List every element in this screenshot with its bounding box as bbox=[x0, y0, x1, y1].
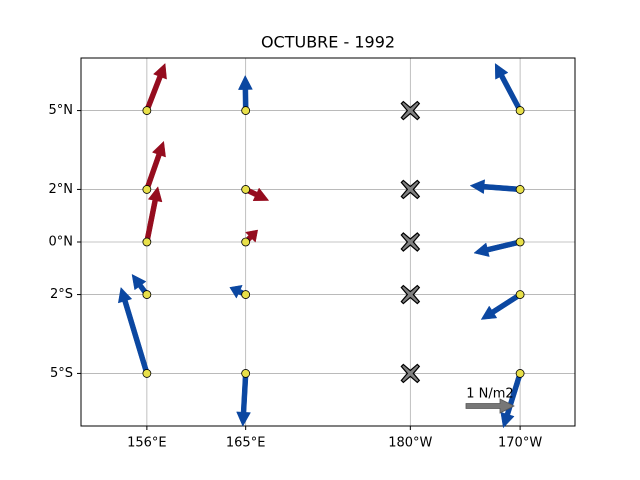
missing-marker bbox=[400, 363, 421, 384]
point-marker bbox=[241, 106, 251, 115]
y-tick-label: 0°N bbox=[49, 235, 74, 250]
missing-marker bbox=[400, 284, 421, 305]
wind-arrow bbox=[144, 62, 167, 112]
point-marker bbox=[515, 369, 525, 378]
point-marker bbox=[142, 185, 152, 194]
missing-marker bbox=[400, 232, 421, 252]
y-tick-label: 2°N bbox=[49, 182, 74, 197]
point-marker bbox=[515, 290, 525, 299]
point-marker bbox=[142, 369, 152, 378]
point-marker bbox=[142, 237, 152, 247]
wind-arrow bbox=[238, 74, 253, 111]
point-marker bbox=[515, 185, 525, 194]
point-marker bbox=[241, 185, 251, 194]
x-tick-label: 165°E bbox=[226, 436, 266, 451]
point-marker bbox=[142, 106, 152, 115]
chart-title: OCTUBRE - 1992 bbox=[261, 33, 395, 52]
point-marker bbox=[515, 106, 525, 115]
x-tick-label: 170°W bbox=[498, 436, 542, 451]
point-marker bbox=[515, 237, 525, 247]
wind-arrow bbox=[473, 239, 522, 257]
point-marker bbox=[241, 290, 251, 299]
y-tick-label: 5°N bbox=[49, 103, 74, 118]
y-tick-label: 2°S bbox=[50, 287, 73, 302]
point-marker bbox=[142, 290, 152, 299]
y-tick-label: 5°S bbox=[50, 366, 73, 381]
key-arrow bbox=[465, 398, 515, 414]
wind-arrow bbox=[469, 179, 521, 195]
wind-arrow bbox=[117, 286, 150, 375]
plot-frame bbox=[80, 57, 576, 427]
x-tick-label: 156°E bbox=[127, 436, 167, 451]
wind-arrow bbox=[144, 186, 163, 243]
key-label: 1 N/m2 bbox=[466, 387, 513, 402]
point-marker bbox=[241, 369, 251, 378]
wind-arrow bbox=[480, 292, 522, 320]
point-marker bbox=[241, 237, 251, 247]
wind-arrow bbox=[144, 140, 166, 191]
missing-marker bbox=[400, 179, 421, 200]
missing-marker bbox=[400, 100, 421, 121]
wind-arrow bbox=[494, 63, 523, 113]
wind-arrow bbox=[236, 373, 251, 427]
wind-arrow bbox=[500, 372, 523, 429]
x-tick-label: 180°W bbox=[388, 436, 432, 451]
